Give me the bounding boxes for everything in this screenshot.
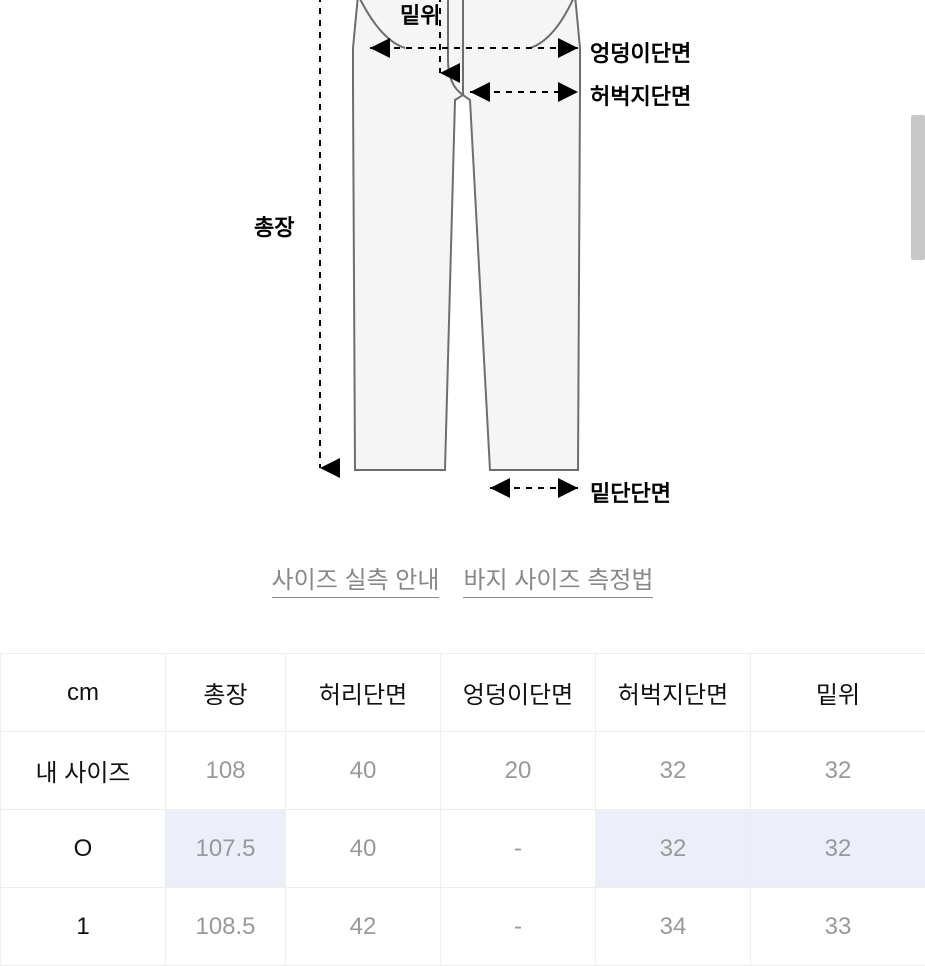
label-rise: 밑위 — [400, 0, 440, 30]
scrollbar-thumb[interactable] — [911, 115, 925, 260]
col-header: 허벅지단면 — [596, 654, 751, 732]
pants-measurement-diagram: 밑위 엉덩이단면 허벅지단면 총장 밑단단면 — [0, 0, 925, 520]
cell: 32 — [751, 810, 925, 888]
cell: 40 — [286, 810, 441, 888]
row-label: O — [1, 810, 166, 888]
cell: 32 — [596, 810, 751, 888]
cell: 32 — [751, 732, 925, 810]
row-label: 1 — [1, 888, 166, 966]
label-hem: 밑단단면 — [590, 476, 671, 508]
table-row: O 107.5 40 - 32 32 — [1, 810, 925, 888]
link-measure-method[interactable]: 바지 사이즈 측정법 — [463, 560, 653, 598]
cell: 42 — [286, 888, 441, 966]
cell: - — [441, 888, 596, 966]
row-label: 내 사이즈 — [1, 732, 166, 810]
label-hip: 엉덩이단면 — [590, 36, 691, 68]
col-header: 총장 — [166, 654, 286, 732]
pants-svg — [0, 0, 925, 520]
table-header-row: cm 총장 허리단면 엉덩이단면 허벅지단면 밑위 — [1, 654, 925, 732]
cell: 20 — [441, 732, 596, 810]
label-length: 총장 — [254, 210, 294, 242]
cell: 108 — [166, 732, 286, 810]
cell: 34 — [596, 888, 751, 966]
cell: 107.5 — [166, 810, 286, 888]
table-row: 1 108.5 42 - 34 33 — [1, 888, 925, 966]
col-header: 밑위 — [751, 654, 925, 732]
link-size-guide[interactable]: 사이즈 실측 안내 — [272, 560, 440, 598]
size-table: cm 총장 허리단면 엉덩이단면 허벅지단면 밑위 내 사이즈 108 40 2… — [0, 653, 925, 966]
label-thigh: 허벅지단면 — [590, 79, 691, 111]
col-header: 엉덩이단면 — [441, 654, 596, 732]
unit-header: cm — [1, 654, 166, 732]
col-header: 허리단면 — [286, 654, 441, 732]
cell: 32 — [596, 732, 751, 810]
cell: 108.5 — [166, 888, 286, 966]
cell: 40 — [286, 732, 441, 810]
size-help-links: 사이즈 실측 안내 바지 사이즈 측정법 — [0, 560, 925, 598]
cell: - — [441, 810, 596, 888]
cell: 33 — [751, 888, 925, 966]
table-row: 내 사이즈 108 40 20 32 32 — [1, 732, 925, 810]
